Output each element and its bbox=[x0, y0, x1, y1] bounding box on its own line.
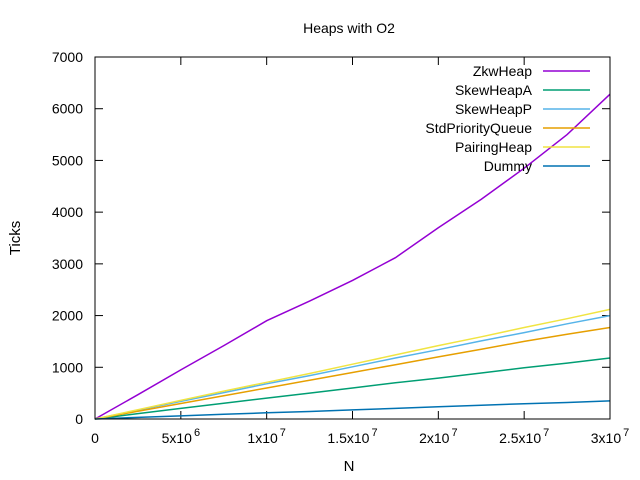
y-tick-label: 2000 bbox=[52, 308, 83, 324]
x-tick-label-base: 5x10 bbox=[162, 430, 193, 446]
x-tick-label: 3x10 7 bbox=[591, 427, 629, 446]
legend-label: SkewHeapA bbox=[455, 82, 533, 98]
chart-title: Heaps with O2 bbox=[303, 20, 395, 36]
x-tick-label-exponent: 7 bbox=[451, 427, 457, 439]
plot-frame bbox=[94, 56, 611, 420]
series-line-skewheapa bbox=[94, 357, 611, 420]
legend-label: SkewHeapP bbox=[455, 101, 532, 117]
y-tick-label: 7000 bbox=[52, 49, 83, 65]
x-tick-label-base: 0 bbox=[91, 430, 99, 446]
legend-label: ZkwHeap bbox=[473, 63, 532, 79]
series-layer bbox=[94, 93, 611, 420]
series-line-pairingheap bbox=[94, 308, 611, 420]
y-tick-label: 1000 bbox=[52, 359, 83, 375]
series-line-stdpriorityqueue bbox=[94, 326, 611, 420]
x-tick-label: 5x10 6 bbox=[162, 427, 200, 446]
series-line-zkwheap bbox=[94, 93, 611, 420]
x-tick-label-base: 2x10 bbox=[419, 430, 450, 446]
x-tick-label-base: 1x10 bbox=[247, 430, 278, 446]
x-tick-label-exponent: 6 bbox=[194, 427, 200, 439]
y-tick-label: 0 bbox=[75, 411, 83, 427]
x-tick-label-base: 1.5x10 bbox=[327, 430, 369, 446]
y-tick-label: 3000 bbox=[52, 256, 83, 272]
series-line-skewheapp bbox=[94, 314, 611, 420]
x-tick-label-base: 3x10 bbox=[591, 430, 622, 446]
x-tick-label: 1.5x10 7 bbox=[327, 427, 377, 446]
y-tick-label: 5000 bbox=[52, 152, 83, 168]
x-axis-label: N bbox=[344, 458, 355, 475]
x-tick-label: 0 bbox=[91, 430, 99, 446]
x-tick-label: 1x10 7 bbox=[247, 427, 285, 446]
legend-label: PairingHeap bbox=[455, 139, 532, 155]
y-tick-label: 6000 bbox=[52, 101, 83, 117]
x-tick-label-exponent: 7 bbox=[280, 427, 286, 439]
legend-label: Dummy bbox=[484, 158, 532, 174]
x-tick-label: 2.5x10 7 bbox=[499, 427, 549, 446]
legend: ZkwHeap SkewHeapA SkewHeapP StdPriorityQueu… bbox=[425, 63, 590, 174]
x-tick-label-exponent: 7 bbox=[543, 427, 549, 439]
legend-label: StdPriorityQueue bbox=[425, 120, 532, 136]
x-tick-label: 2x10 7 bbox=[419, 427, 457, 446]
x-tick-label-exponent: 7 bbox=[623, 427, 629, 439]
x-tick-label-exponent: 7 bbox=[371, 427, 377, 439]
y-tick-label: 4000 bbox=[52, 204, 83, 220]
y-axis-label: Ticks bbox=[7, 221, 24, 255]
x-tick-label-base: 2.5x10 bbox=[499, 430, 541, 446]
series-line-dummy bbox=[94, 400, 611, 420]
